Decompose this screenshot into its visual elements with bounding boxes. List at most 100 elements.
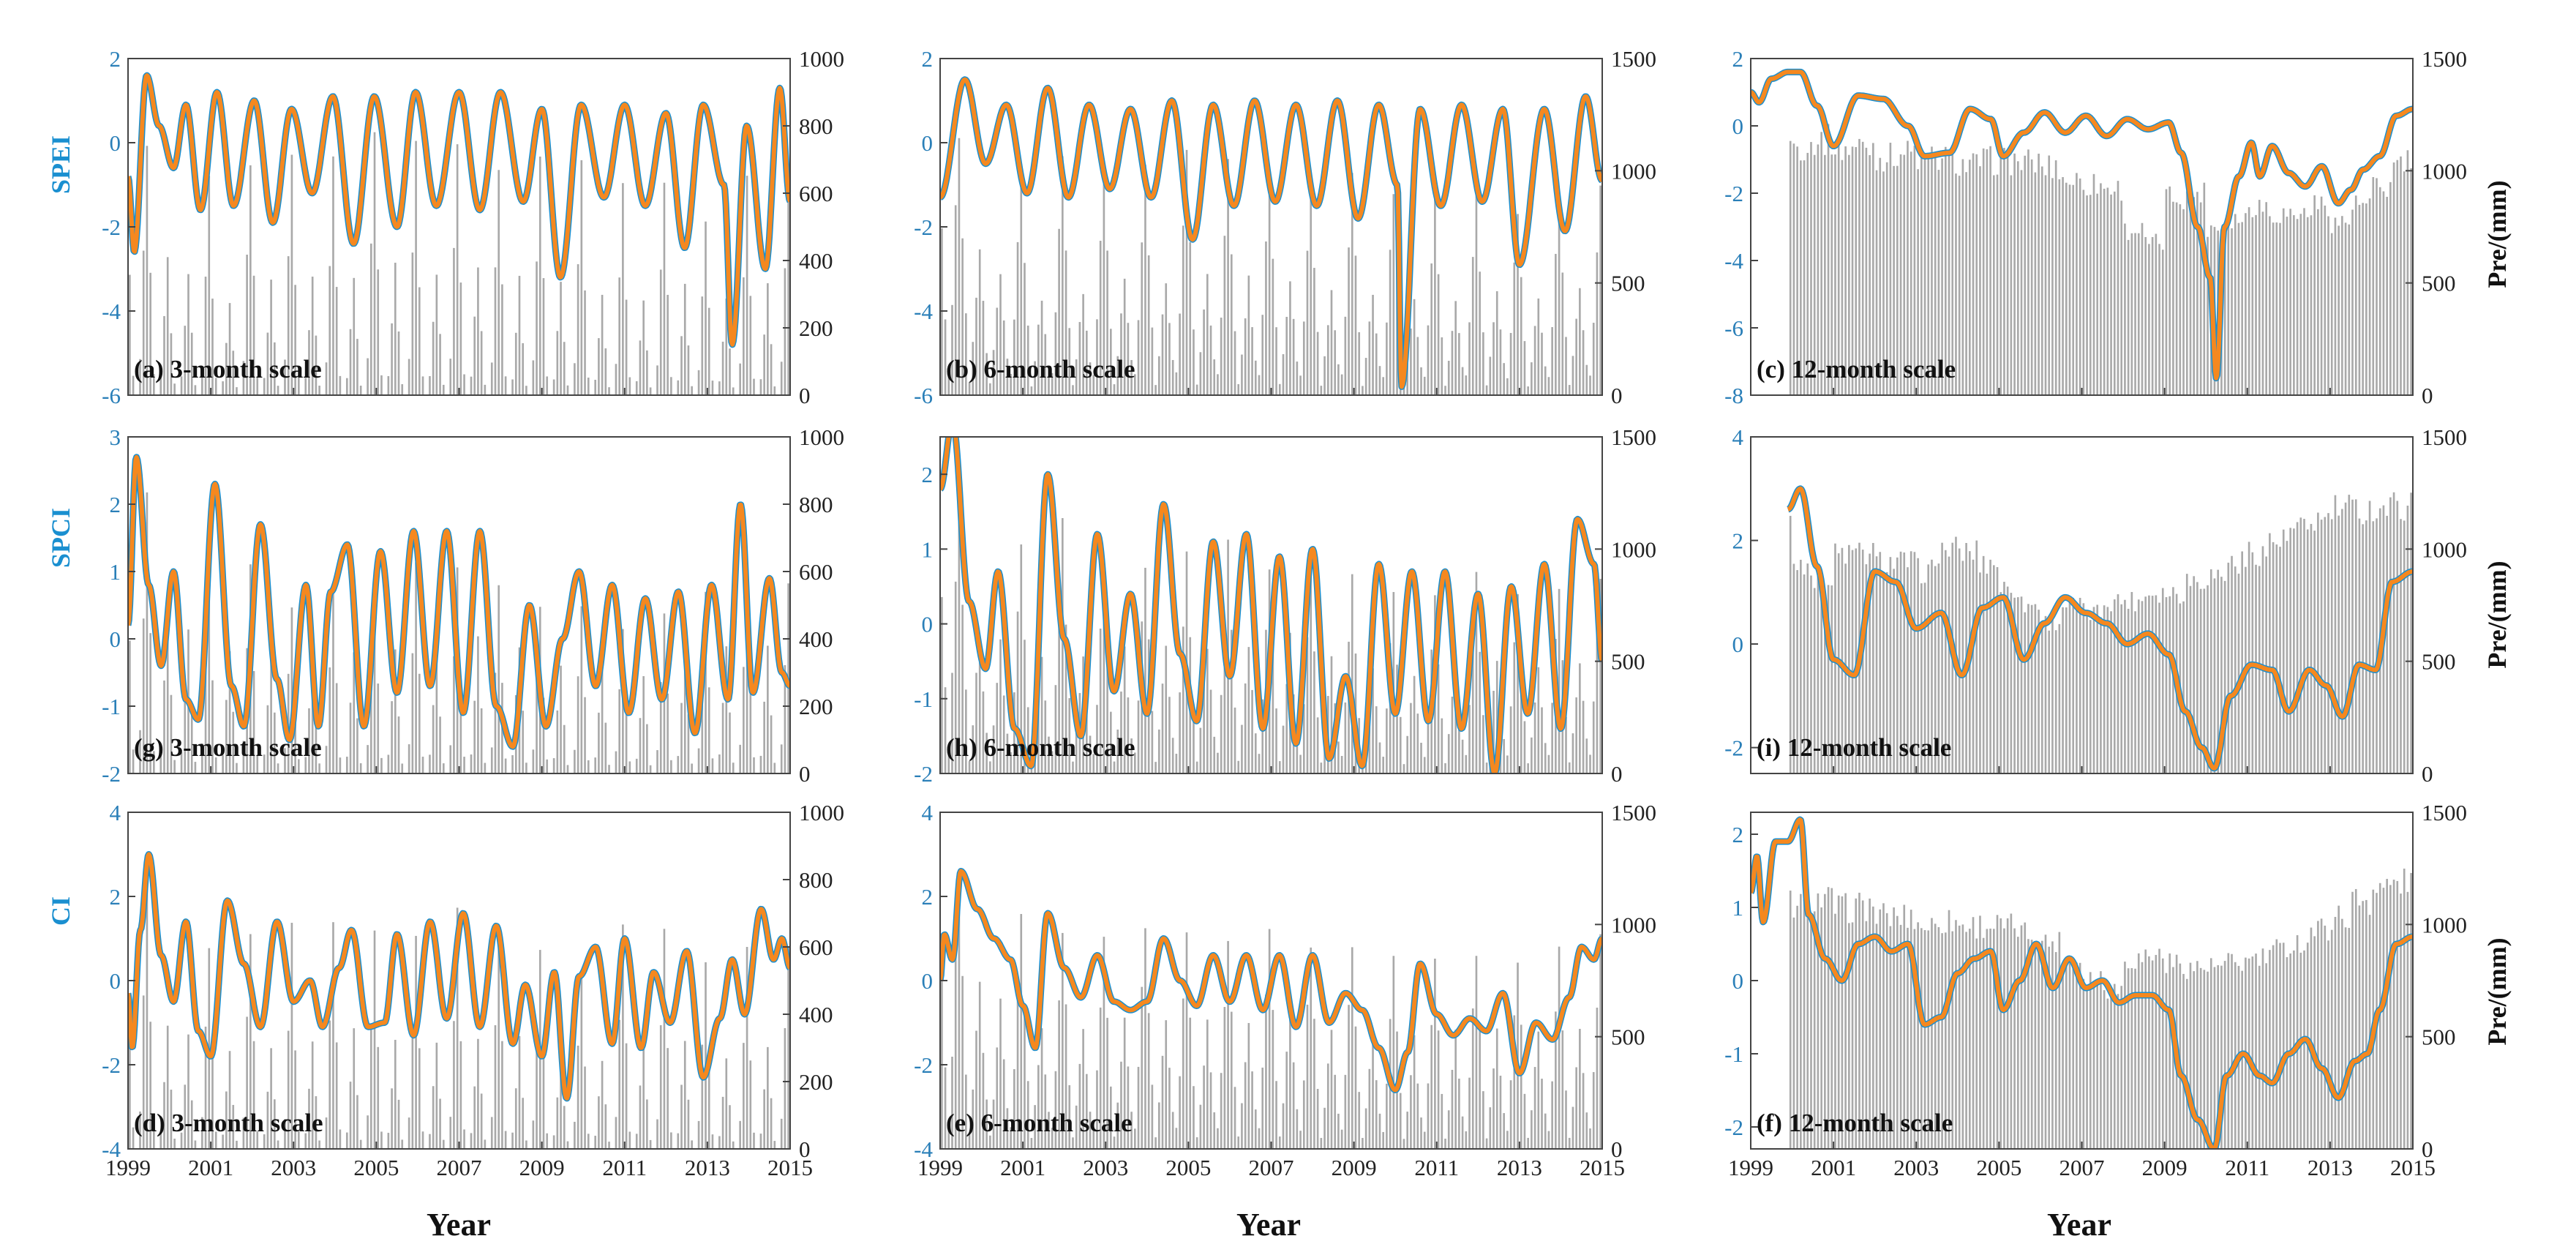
precip-bar <box>954 581 957 773</box>
precip-bar <box>236 387 238 395</box>
precip-bar <box>1034 361 1036 395</box>
precip-bar <box>284 1119 286 1149</box>
precip-bar <box>401 763 404 773</box>
precip-bar <box>1313 651 1315 773</box>
precip-bar <box>2289 209 2291 395</box>
precip-bar <box>622 183 624 395</box>
precip-bar <box>1171 360 1174 395</box>
precip-bar <box>325 746 328 773</box>
precip-bar <box>2354 195 2357 395</box>
precip-bar <box>184 326 187 395</box>
precip-bar <box>1872 542 1874 773</box>
precip-bar <box>2303 519 2305 773</box>
precip-bar <box>2068 596 2071 773</box>
precip-bar <box>1458 702 1460 773</box>
precip-bar <box>1517 594 1519 773</box>
precip-bar <box>951 304 953 395</box>
precip-bar <box>2376 178 2378 395</box>
precip-bar <box>1337 1113 1340 1149</box>
precip-bar <box>1800 559 1802 773</box>
precip-bar <box>304 378 307 395</box>
y-tick-label: 2 <box>1732 528 1744 554</box>
precip-bar <box>1861 900 1864 1149</box>
precip-bar <box>1420 1117 1422 1149</box>
precip-bar <box>649 1139 652 1149</box>
precip-bar <box>2124 599 2126 773</box>
precip-bar <box>1789 141 1792 395</box>
precip-bar <box>1475 956 1478 1149</box>
x-axis-title-col1: Year <box>427 1207 491 1243</box>
y2-tick-label: 200 <box>799 694 833 719</box>
precip-bar <box>1261 315 1264 395</box>
precip-bar <box>1092 1129 1095 1149</box>
precip-bar <box>1179 1076 1181 1149</box>
precip-bar <box>1402 764 1405 773</box>
precip-bar <box>1999 153 2002 395</box>
precip-bar <box>1302 321 1305 395</box>
precip-bar <box>954 957 957 1149</box>
precip-bar <box>1157 356 1160 395</box>
precip-bar <box>480 1093 483 1149</box>
precip-bar <box>308 1088 310 1149</box>
precip-bar <box>2020 170 2023 395</box>
precip-bar <box>1016 997 1019 1149</box>
precip-bar <box>1520 664 1522 773</box>
precip-bar <box>2038 610 2040 773</box>
precip-bar <box>1896 165 1899 395</box>
precip-bar <box>1917 169 1919 395</box>
precip-bar <box>166 610 169 773</box>
precip-bar <box>1199 727 1202 773</box>
precip-bar <box>274 342 276 395</box>
x-tick-label: 2005 <box>1976 1155 2021 1180</box>
precip-bar <box>763 701 765 773</box>
y-tick-label: 2 <box>922 462 934 487</box>
precip-bar <box>1447 734 1450 773</box>
precip-bar <box>1485 763 1488 773</box>
precip-bar <box>1233 1087 1236 1149</box>
precip-bar <box>353 277 356 395</box>
y-tick-label: 2 <box>922 884 934 910</box>
precip-bar <box>1220 318 1223 395</box>
precip-bar <box>1175 1128 1178 1149</box>
precip-bar <box>2258 965 2261 1149</box>
precip-bar <box>1848 923 1850 1149</box>
precip-bar <box>1230 629 1233 773</box>
precip-bar <box>566 765 569 773</box>
precip-bar <box>1517 214 1519 395</box>
precip-bar <box>2144 949 2147 1149</box>
precip-bar <box>2293 528 2295 773</box>
x-tick-label: 2011 <box>602 1155 647 1180</box>
precip-bar <box>975 673 977 773</box>
panel-label: (g) 3-month scale <box>134 733 322 762</box>
precip-bar <box>1072 1137 1074 1149</box>
precip-bar <box>1064 624 1067 773</box>
precip-bar <box>1596 1007 1599 1149</box>
precip-bar <box>1082 293 1084 395</box>
precip-bar <box>1251 327 1253 395</box>
precip-bar <box>2062 970 2064 1149</box>
precip-bar <box>1996 174 1999 395</box>
precip-bar <box>153 1128 155 1149</box>
precip-bar <box>580 606 583 773</box>
precip-bar <box>577 264 579 395</box>
precip-bar <box>594 379 597 395</box>
precip-bar <box>941 596 943 773</box>
precip-bar <box>1127 323 1130 395</box>
precip-bar <box>729 348 731 395</box>
precip-bar <box>432 1086 435 1149</box>
precip-bar <box>2372 521 2375 773</box>
precip-bar <box>1499 329 1502 395</box>
precip-bar <box>435 1042 438 1149</box>
precip-bar <box>1320 386 1323 395</box>
precip-bar <box>2251 217 2254 395</box>
precip-bar <box>1471 257 1474 395</box>
precip-bar <box>473 1086 476 1149</box>
precip-bar <box>232 351 235 395</box>
precip-bar <box>477 636 479 773</box>
precip-bar <box>2040 940 2043 1149</box>
precip-bar <box>490 362 493 395</box>
precip-bar <box>266 705 269 773</box>
precip-bar <box>2155 595 2158 773</box>
precip-bar <box>1326 1063 1329 1149</box>
